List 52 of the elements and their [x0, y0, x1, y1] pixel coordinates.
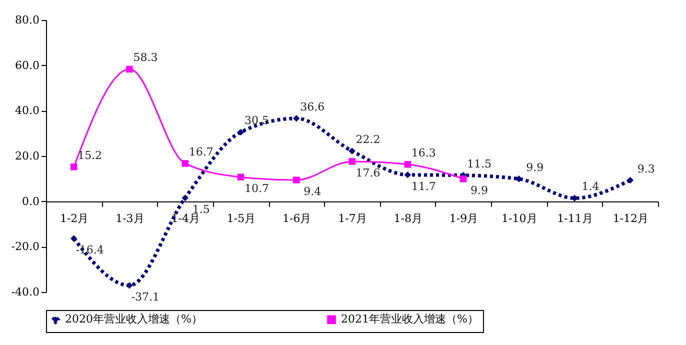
- data-label: 58.3: [133, 51, 158, 64]
- x-tick-label: 1-5月: [226, 212, 256, 225]
- y-tick-label: 60.0: [15, 58, 40, 72]
- point: [182, 194, 188, 202]
- point: [237, 174, 244, 180]
- y-tick-label: -40.0: [11, 286, 40, 298]
- data-label: 9.3: [637, 162, 655, 176]
- point: [126, 66, 133, 73]
- y-tick-label: 40.0: [15, 104, 40, 118]
- point: [70, 235, 78, 242]
- y-tick-label: 20.0: [15, 150, 40, 162]
- data-label: 22.2: [356, 133, 380, 146]
- x-tick-label: 1-7月: [338, 212, 367, 225]
- data-label: 36.6: [300, 100, 325, 114]
- point: [404, 161, 411, 168]
- data-label: 16.7: [188, 145, 214, 158]
- x-tick-label: 1-3月: [116, 212, 144, 225]
- data-label: 9.4: [304, 185, 322, 198]
- data-label: 16.3: [411, 146, 436, 160]
- point: [237, 128, 244, 136]
- point: [70, 164, 78, 170]
- x-tick-label: 1-10月: [502, 212, 538, 225]
- point: [348, 158, 356, 165]
- data-label: 10.7: [244, 182, 269, 196]
- data-label: 1.4: [582, 180, 600, 194]
- legend-label: 2020年营业收入增速（%）: [65, 312, 202, 326]
- legend-label: 2021年营业收入增速（%）: [341, 312, 478, 326]
- point: [348, 148, 356, 154]
- x-tick-label: 1-11月: [557, 212, 593, 225]
- point: [182, 160, 188, 167]
- y-tick-label: -20.0: [11, 240, 40, 254]
- x-tick-label: 1-6月: [282, 212, 312, 225]
- x-tick-label: 1-2月: [60, 212, 89, 225]
- x-tick-label: 1-9月: [449, 212, 478, 225]
- point: [626, 176, 634, 184]
- x-tick-label: 1-12月: [612, 212, 649, 225]
- data-label: -37.1: [131, 290, 160, 304]
- y-tick-label: 0.0: [22, 194, 40, 208]
- data-label: 11.5: [467, 157, 492, 170]
- y-tick-label: 80.0: [15, 14, 40, 26]
- point: [404, 171, 411, 178]
- point: [293, 115, 300, 122]
- data-label: 15.2: [78, 148, 102, 162]
- data-label: 11.7: [411, 180, 436, 193]
- point: [460, 176, 467, 182]
- data-label: 9.9: [526, 160, 544, 174]
- x-tick-label: 1-8月: [394, 212, 422, 225]
- point: [293, 176, 300, 184]
- data-label: 17.6: [356, 166, 380, 180]
- point: [126, 282, 133, 289]
- data-label: 9.9: [470, 184, 488, 197]
- data-label: 30.5: [244, 114, 269, 128]
